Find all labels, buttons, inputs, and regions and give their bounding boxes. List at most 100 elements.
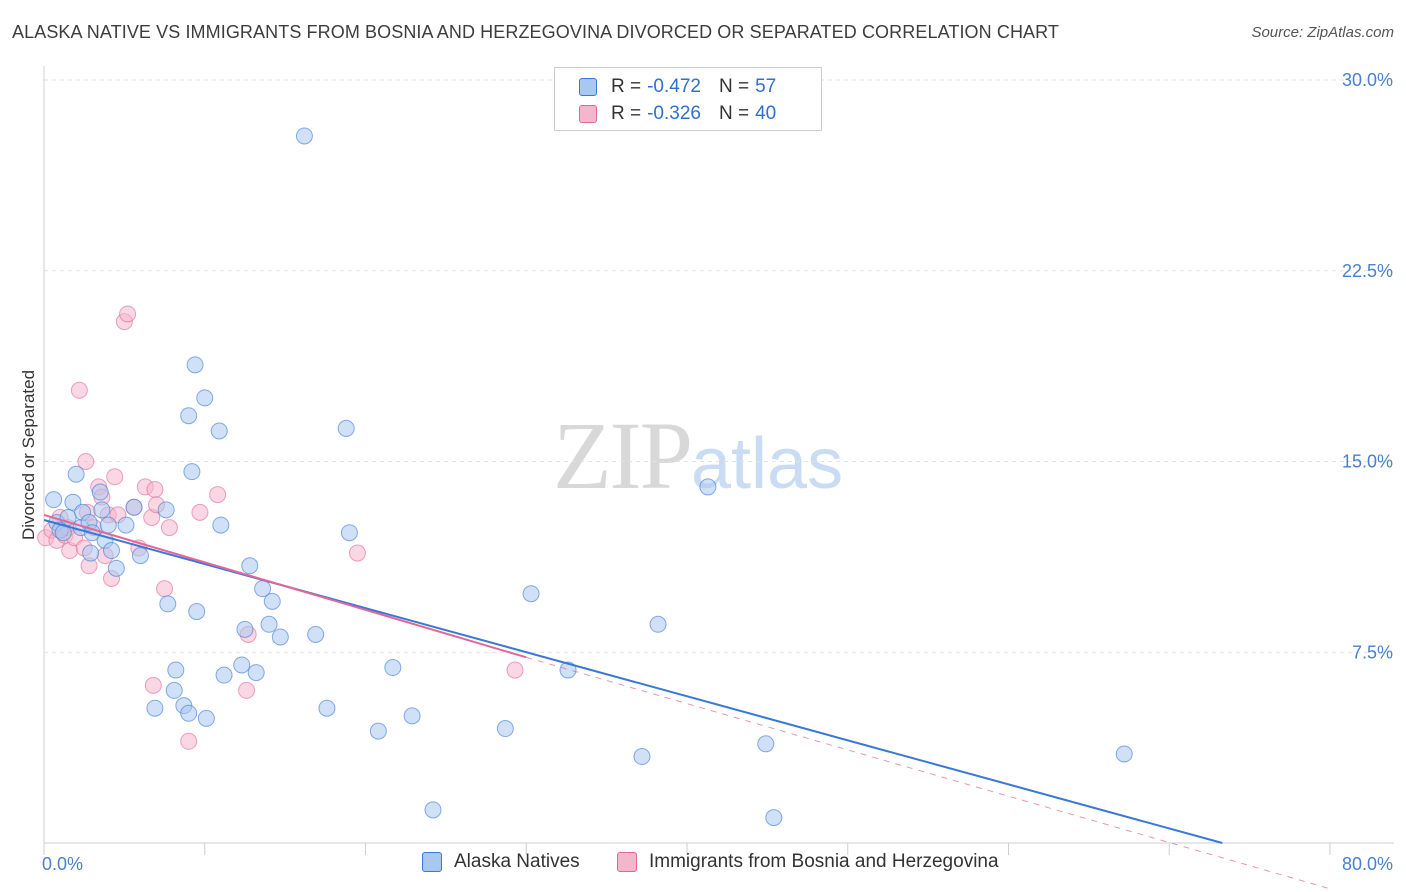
alaska-point — [522, 585, 540, 603]
alaska-point — [125, 498, 143, 516]
legend-label-bosnia: Immigrants from Bosnia and Herzegovina — [649, 851, 999, 872]
alaska-point — [210, 422, 228, 440]
alaska-point — [117, 516, 135, 534]
alaska-point — [103, 542, 121, 560]
chart-title: ALASKA NATIVE VS IMMIGRANTS FROM BOSNIA … — [12, 22, 1060, 42]
legend-swatch-alaska — [579, 78, 597, 96]
legend-r-value: -0.472 — [647, 76, 701, 97]
alaska-point — [186, 356, 204, 374]
alaska-point — [196, 389, 214, 407]
bosnia-point — [144, 676, 162, 694]
alaska-point — [159, 595, 177, 613]
alaska-point — [93, 501, 111, 519]
bosnia-point — [77, 453, 95, 470]
bosnia-point — [180, 732, 198, 750]
alaska-point — [180, 704, 198, 722]
alaska-point — [318, 699, 336, 717]
alaska-point — [99, 516, 117, 534]
bosnia-point — [119, 305, 137, 323]
legend-r-label: R = — [611, 76, 642, 97]
legend-n-value: 57 — [755, 76, 777, 97]
series-legend: Alaska Natives Immigrants from Bosnia an… — [0, 851, 1406, 877]
alaska-point — [241, 557, 259, 575]
alaska-point — [197, 709, 215, 727]
bosnia-point — [209, 486, 227, 504]
alaska-point — [496, 720, 514, 738]
trendline-bosnia-extrapolated — [526, 656, 1331, 890]
watermark-zip: ZIP — [553, 402, 693, 509]
legend-swatch-bosnia — [579, 105, 597, 123]
watermark-atlas: atlas — [691, 424, 844, 504]
bosnia-point — [156, 580, 174, 598]
alaska-point — [165, 681, 183, 699]
legend-n-label: N = — [718, 76, 750, 97]
stats-legend: R = -0.472 N = 57 R = -0.326 N = 40 — [554, 67, 822, 131]
legend-n-label: N = — [718, 103, 750, 124]
alaska-point — [167, 661, 185, 679]
alaska-point — [307, 625, 325, 643]
x-tick-label-min: 0.0% — [42, 854, 83, 874]
alaska-point — [183, 463, 201, 481]
y-tick-label: 30.0% — [1342, 70, 1393, 90]
legend-item-alaska-natives[interactable]: Alaska Natives — [422, 851, 580, 873]
alaska-point — [384, 659, 402, 677]
bosnia-point — [160, 519, 178, 537]
y-tick-label: 7.5% — [1352, 642, 1393, 662]
alaska-point — [212, 516, 230, 534]
alaska-point — [188, 603, 206, 621]
alaska-point — [757, 735, 775, 753]
legend-row-alaska: R = -0.472 N = 57 — [579, 74, 776, 100]
alaska-point — [271, 628, 289, 646]
trendlines — [43, 513, 1331, 890]
legend-r-value: -0.326 — [647, 103, 701, 124]
bosnia-point — [506, 661, 524, 679]
bosnia-point — [146, 480, 164, 498]
alaska-point — [1115, 745, 1133, 763]
alaska-point — [340, 524, 358, 542]
alaska-point — [107, 559, 125, 577]
alaska-point — [67, 465, 85, 483]
legend-n-value: 40 — [755, 103, 777, 124]
watermark: ZIPatlas — [553, 400, 843, 511]
alaska-point — [45, 491, 63, 509]
legend-swatch-alaska — [422, 852, 442, 872]
y-tick-label: 22.5% — [1342, 261, 1393, 281]
alaska-point — [260, 615, 278, 633]
alaska-point — [765, 809, 783, 827]
y-tick-label: 15.0% — [1342, 452, 1393, 472]
bosnia-point — [191, 503, 209, 521]
alaska-point — [295, 127, 313, 145]
alaska-point — [91, 483, 109, 501]
alaska-point — [82, 544, 100, 562]
series-alaska-points — [45, 127, 1133, 827]
alaska-point — [559, 661, 577, 679]
alaska-point — [157, 501, 175, 519]
alaska-point — [337, 419, 355, 437]
tick-labels: 7.5% 15.0% 22.5% 30.0% 0.0% 80.0% — [42, 70, 1393, 874]
axes — [43, 66, 1394, 855]
y-axis-label: Divorced or Separated — [19, 370, 38, 540]
alaska-point — [233, 656, 251, 674]
legend-label-alaska: Alaska Natives — [454, 851, 580, 872]
alaska-point — [633, 748, 651, 766]
alaska-point — [263, 592, 281, 610]
alaska-point — [369, 722, 387, 740]
alaska-point — [131, 547, 149, 565]
source-credit: Source: ZipAtlas.com — [1251, 24, 1394, 41]
trendline-bosnia — [43, 513, 527, 659]
alaska-point — [236, 620, 254, 638]
bosnia-point — [238, 681, 256, 699]
alaska-point — [215, 666, 233, 684]
legend-row-bosnia: R = -0.326 N = 40 — [579, 101, 776, 127]
alaska-point — [247, 664, 265, 682]
alaska-point — [180, 407, 198, 425]
alaska-point — [649, 615, 667, 633]
x-tick-label-max: 80.0% — [1342, 854, 1393, 874]
legend-swatch-bosnia — [617, 852, 637, 872]
legend-item-bosnia[interactable]: Immigrants from Bosnia and Herzegovina — [617, 851, 999, 873]
alaska-point — [699, 478, 717, 496]
alaska-point — [146, 699, 164, 717]
alaska-point — [424, 801, 442, 819]
alaska-point — [403, 707, 421, 725]
